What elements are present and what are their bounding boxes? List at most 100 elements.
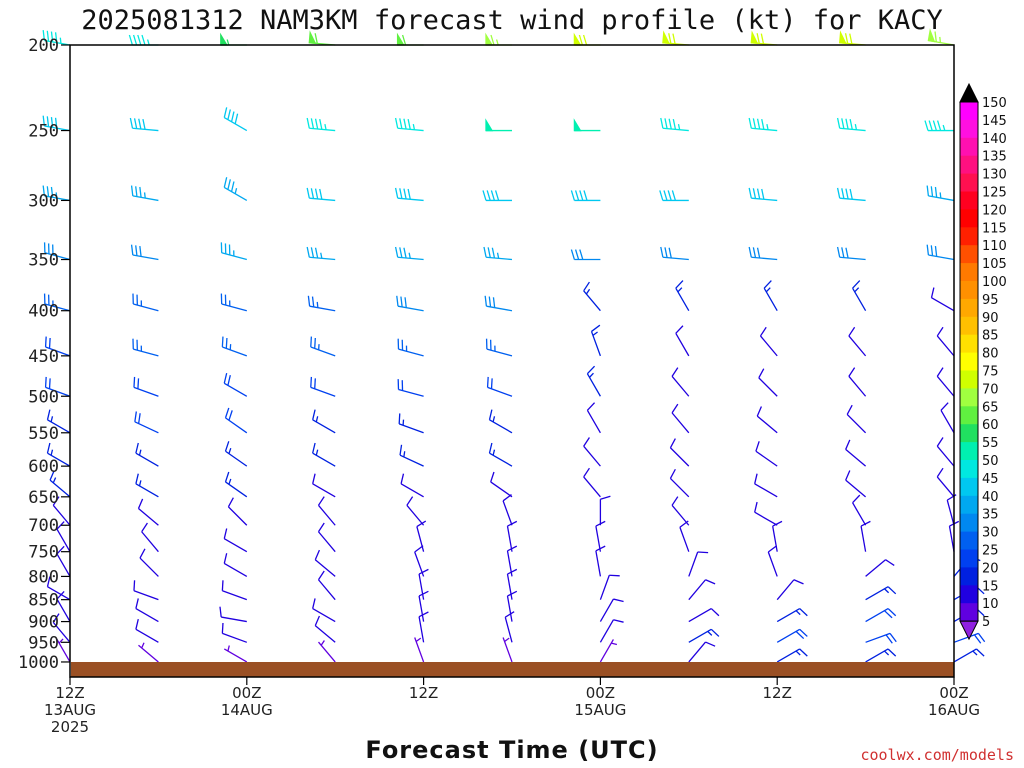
wind-barb	[926, 244, 955, 261]
barb-flag	[225, 337, 228, 349]
barb-flag	[400, 473, 405, 484]
barb-flag	[755, 441, 760, 452]
barb-flag	[663, 190, 668, 201]
barb-staff	[135, 628, 159, 643]
wind-barb	[660, 246, 689, 261]
colorbar-label: 85	[982, 329, 999, 344]
colorbar-label: 90	[982, 311, 999, 326]
barb-flag	[600, 495, 611, 500]
barb-flag	[885, 559, 895, 566]
barb-flag	[138, 118, 142, 130]
barb-flag	[139, 186, 142, 198]
barb-staff	[400, 483, 424, 498]
barb-flag	[705, 641, 716, 647]
barb-flag	[672, 119, 677, 130]
colorbar-swatch	[960, 531, 978, 550]
barb-flag	[574, 249, 580, 260]
barb-staff	[848, 375, 867, 397]
barb-staff	[583, 476, 601, 498]
wind-barb	[486, 376, 513, 397]
barb-half-flag	[592, 331, 598, 336]
barb-staff	[865, 586, 889, 601]
x-tick-label: 16AUG	[928, 701, 980, 719]
barb-staff	[132, 195, 159, 202]
barb-staff	[132, 127, 159, 132]
barb-staff	[310, 346, 336, 357]
barb-half-flag	[228, 448, 232, 454]
barb-staff	[595, 525, 602, 552]
barb-staff	[225, 450, 248, 467]
colorbar-label: 105	[982, 257, 1007, 272]
barb-flag	[795, 630, 805, 640]
barb-flag	[399, 444, 403, 456]
colorbar-label: 60	[982, 418, 999, 433]
wind-barb	[406, 496, 425, 526]
wind-barb	[306, 117, 336, 132]
barb-flag	[836, 246, 841, 258]
barb-flag	[139, 548, 146, 559]
barb-staff	[223, 562, 248, 577]
colorbar-swatch	[960, 388, 978, 407]
barb-flag	[56, 521, 65, 530]
barb-flag	[221, 580, 224, 591]
barb-staff	[671, 375, 690, 397]
barb-flag	[586, 402, 596, 411]
barb-flag	[221, 622, 224, 634]
x-tick-label: 12Z	[763, 684, 792, 702]
colorbar-label: 10	[982, 597, 999, 612]
barb-flag	[314, 337, 316, 349]
barb-staff	[583, 445, 601, 467]
barb-flag	[595, 520, 606, 527]
barb-staff	[936, 445, 955, 467]
barb-staff	[56, 553, 71, 577]
barb-half-flag	[495, 39, 499, 46]
barb-flag	[56, 591, 65, 600]
wind-barb	[688, 641, 716, 663]
wind-barb	[836, 117, 866, 132]
barb-flag	[399, 118, 403, 129]
barb-flag	[924, 120, 929, 131]
barb-flag	[486, 190, 491, 201]
barb-staff	[852, 502, 867, 526]
wind-barb	[52, 496, 71, 526]
barb-half-flag	[138, 449, 142, 456]
wind-barb	[312, 598, 336, 623]
wind-barb	[310, 336, 336, 357]
barb-flag	[317, 570, 325, 581]
barb-flag	[679, 520, 689, 528]
barb-staff	[846, 413, 867, 434]
wind-barb	[570, 249, 601, 261]
barb-flag	[671, 403, 679, 414]
x-tick-label: 2025	[51, 718, 89, 736]
barb-flag	[793, 579, 804, 585]
barb-flag	[52, 613, 60, 623]
wind-barb	[317, 570, 336, 601]
wind-barb	[223, 372, 248, 397]
barb-half-flag	[50, 449, 54, 456]
barb-flag	[227, 109, 231, 120]
wind-barb	[221, 622, 248, 643]
wind-barb	[865, 632, 897, 644]
wind-barb	[138, 642, 159, 663]
colorbar-swatch	[960, 585, 978, 604]
wind-barb	[42, 30, 71, 46]
wind-barb	[418, 611, 429, 643]
wind-barb	[52, 613, 71, 643]
barb-staff	[860, 525, 867, 552]
barb-pennant	[838, 30, 847, 45]
x-tick-label: 14AUG	[221, 701, 273, 719]
barb-flag	[46, 576, 51, 587]
colorbar-label: 35	[982, 508, 999, 523]
wind-barb	[139, 548, 159, 577]
barb-flag	[484, 295, 488, 307]
barb-staff	[583, 290, 601, 312]
wind-barb	[482, 190, 512, 202]
barb-staff	[225, 481, 248, 498]
barb-flag	[507, 520, 518, 527]
barb-flag	[137, 498, 144, 509]
barb-flag	[307, 295, 311, 307]
colorbar-label: 145	[982, 114, 1007, 129]
barb-flag	[849, 33, 853, 44]
colorbar-swatch	[960, 567, 978, 586]
barb-staff	[486, 348, 513, 357]
